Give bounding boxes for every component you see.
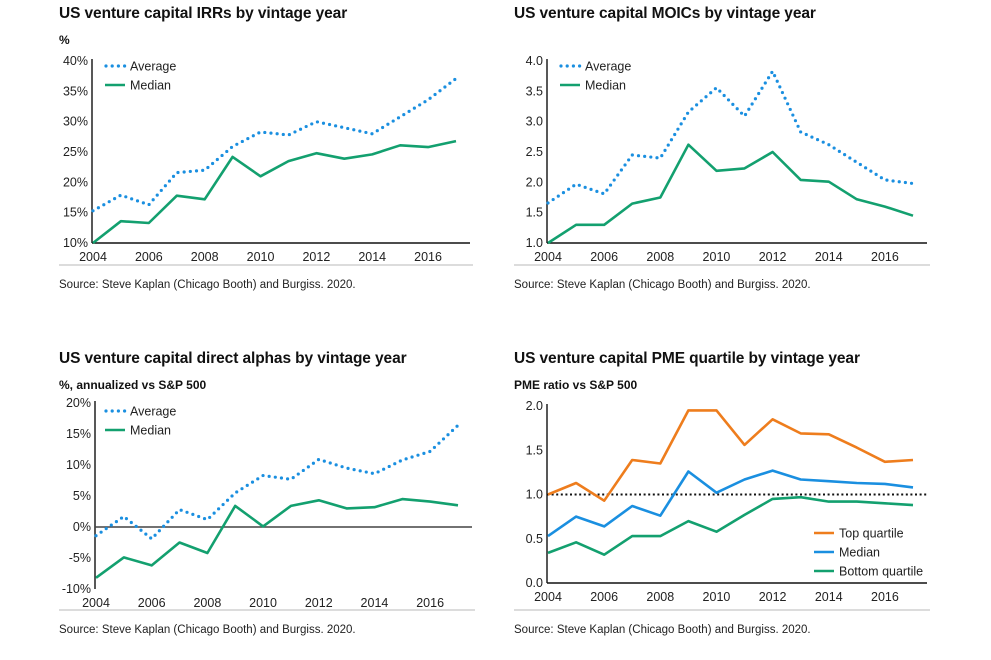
series-line-average (96, 425, 458, 539)
chart-panel-moic: US venture capital MOICs by vintage year… (514, 5, 954, 315)
x-tick-label: 2004 (82, 596, 110, 610)
x-tick-label: 2008 (646, 250, 674, 264)
y-tick-label: 0.0 (526, 576, 543, 590)
legend-label: Median (839, 546, 880, 560)
x-tick-label: 2016 (414, 250, 442, 264)
y-tick-label: 4.0 (526, 54, 543, 68)
y-tick-label: -10% (62, 582, 91, 596)
x-tick-label: 2016 (871, 250, 899, 264)
x-tick-label: 2014 (361, 596, 389, 610)
chart-source: Source: Steve Kaplan (Chicago Booth) and… (514, 624, 811, 636)
x-tick-label: 2010 (703, 590, 731, 604)
x-tick-label: 2016 (871, 590, 899, 604)
y-tick-label: 10% (66, 458, 91, 472)
x-tick-label: 2006 (138, 596, 166, 610)
y-tick-label: -5% (69, 551, 91, 565)
x-tick-label: 2010 (249, 596, 277, 610)
y-tick-label: 0.5 (526, 532, 543, 546)
x-tick-label: 2014 (815, 590, 843, 604)
pme-chart: 0.0 0.5 1.0 1.5 2.0 2004 2006 2008 2010 2012 2014 2… (514, 350, 954, 660)
y-tick-label: 1.5 (526, 206, 543, 220)
y-tick-label: 1.0 (526, 488, 543, 502)
x-tick-label: 2008 (193, 596, 221, 610)
chart-panel-direct-alpha: US venture capital direct alphas by vint… (59, 350, 499, 660)
y-tick-label: 0% (73, 520, 91, 534)
chart-panel-pme: US venture capital PME quartile by vinta… (514, 350, 954, 660)
y-tick-label: 2.5 (526, 145, 543, 159)
legend-label: Median (130, 424, 171, 438)
y-tick-label: 25% (63, 145, 88, 159)
moic-chart: 1.0 1.5 2.0 2.5 3.0 3.5 4.0 2004 2006 2008 2010 201… (514, 5, 954, 315)
x-tick-label: 2014 (358, 250, 386, 264)
y-tick-label: 2.0 (526, 399, 543, 413)
chart-source: Source: Steve Kaplan (Chicago Booth) and… (514, 279, 811, 291)
y-tick-label: 20% (66, 396, 91, 410)
y-tick-label: 1.5 (526, 443, 543, 457)
legend-label: Median (585, 79, 626, 93)
x-tick-label: 2004 (534, 250, 562, 264)
y-tick-label: 3.5 (526, 84, 543, 98)
legend-label: Top quartile (839, 527, 904, 541)
x-tick-label: 2004 (534, 590, 562, 604)
legend-label: Bottom quartile (839, 565, 923, 579)
chart-source: Source: Steve Kaplan (Chicago Booth) and… (59, 279, 356, 291)
x-tick-label: 2012 (305, 596, 333, 610)
x-tick-label: 2004 (79, 250, 107, 264)
y-tick-label: 2.0 (526, 175, 543, 189)
legend-label: Average (130, 60, 176, 74)
x-tick-label: 2012 (759, 590, 787, 604)
y-tick-label: 5% (73, 489, 91, 503)
chart-panel-irr: US venture capital IRRs by vintage year … (59, 5, 499, 315)
direct-alpha-chart: -10% -5% 0% 5% 10% 15% 20% 2004 2006 2008 2010 2012… (59, 350, 499, 660)
irr-chart: 10% 15% 20% 25% 30% 35% 40% 2004 2006 2008 2010 201… (59, 5, 499, 315)
x-tick-label: 2014 (815, 250, 843, 264)
y-tick-label: 3.0 (526, 115, 543, 129)
y-tick-label: 10% (63, 236, 88, 250)
y-tick-label: 30% (63, 115, 88, 129)
x-tick-label: 2016 (416, 596, 444, 610)
x-tick-label: 2008 (646, 590, 674, 604)
series-line-median (93, 141, 456, 243)
chart-source: Source: Steve Kaplan (Chicago Booth) and… (59, 624, 356, 636)
y-tick-label: 15% (63, 206, 88, 220)
legend-label: Average (585, 60, 631, 74)
x-tick-label: 2006 (135, 250, 163, 264)
x-tick-label: 2006 (590, 250, 618, 264)
y-tick-label: 35% (63, 84, 88, 98)
x-tick-label: 2010 (247, 250, 275, 264)
y-tick-label: 40% (63, 54, 88, 68)
legend-label: Average (130, 405, 176, 419)
x-tick-label: 2008 (191, 250, 219, 264)
x-tick-label: 2012 (759, 250, 787, 264)
y-tick-label: 15% (66, 427, 91, 441)
x-tick-label: 2006 (590, 590, 618, 604)
legend-label: Median (130, 79, 171, 93)
x-tick-label: 2012 (302, 250, 330, 264)
x-tick-label: 2010 (703, 250, 731, 264)
y-tick-label: 1.0 (526, 236, 543, 250)
y-tick-label: 20% (63, 175, 88, 189)
